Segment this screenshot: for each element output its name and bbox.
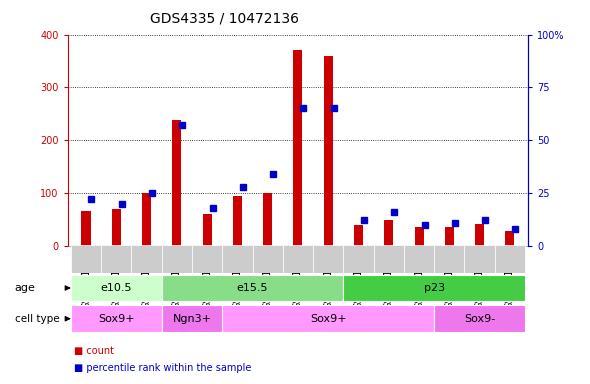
Bar [464, 245, 495, 273]
Bar [162, 305, 222, 332]
Bar [283, 245, 313, 273]
Bar [162, 245, 192, 273]
Bar [81, 212, 90, 246]
Bar [415, 227, 424, 246]
Bar [495, 245, 525, 273]
Text: Sox9-: Sox9- [464, 314, 495, 324]
Bar [101, 245, 132, 273]
Bar [71, 275, 162, 301]
Text: e10.5: e10.5 [100, 283, 132, 293]
Text: ■ percentile rank within the sample: ■ percentile rank within the sample [74, 363, 251, 373]
Text: Ngn3+: Ngn3+ [172, 314, 211, 324]
Bar [222, 245, 253, 273]
Bar [71, 305, 162, 332]
Text: Sox9+: Sox9+ [310, 314, 346, 324]
Bar [434, 305, 525, 332]
Bar [233, 195, 242, 246]
Text: GDS4335 / 10472136: GDS4335 / 10472136 [150, 12, 299, 25]
Bar [373, 245, 404, 273]
Bar [253, 245, 283, 273]
Bar [343, 275, 525, 301]
Bar [132, 245, 162, 273]
Bar [506, 231, 514, 246]
Bar [112, 209, 121, 246]
Bar [192, 245, 222, 273]
Bar [434, 245, 464, 273]
Bar [162, 275, 343, 301]
Bar [263, 193, 272, 246]
Bar [324, 56, 333, 246]
Text: e15.5: e15.5 [237, 283, 268, 293]
Bar [445, 227, 454, 246]
Bar [222, 305, 434, 332]
Bar [313, 245, 343, 273]
Text: ■ count: ■ count [74, 346, 114, 356]
Bar [475, 223, 484, 246]
Bar [202, 214, 212, 246]
Text: p23: p23 [424, 283, 445, 293]
Bar [142, 193, 151, 246]
Text: cell type: cell type [15, 314, 60, 324]
Bar [293, 50, 303, 246]
Bar [384, 220, 394, 246]
Bar [343, 245, 373, 273]
Text: Sox9+: Sox9+ [98, 314, 135, 324]
Bar [71, 245, 101, 273]
Bar [172, 120, 181, 246]
Bar [404, 245, 434, 273]
Bar [354, 225, 363, 246]
Text: age: age [15, 283, 35, 293]
